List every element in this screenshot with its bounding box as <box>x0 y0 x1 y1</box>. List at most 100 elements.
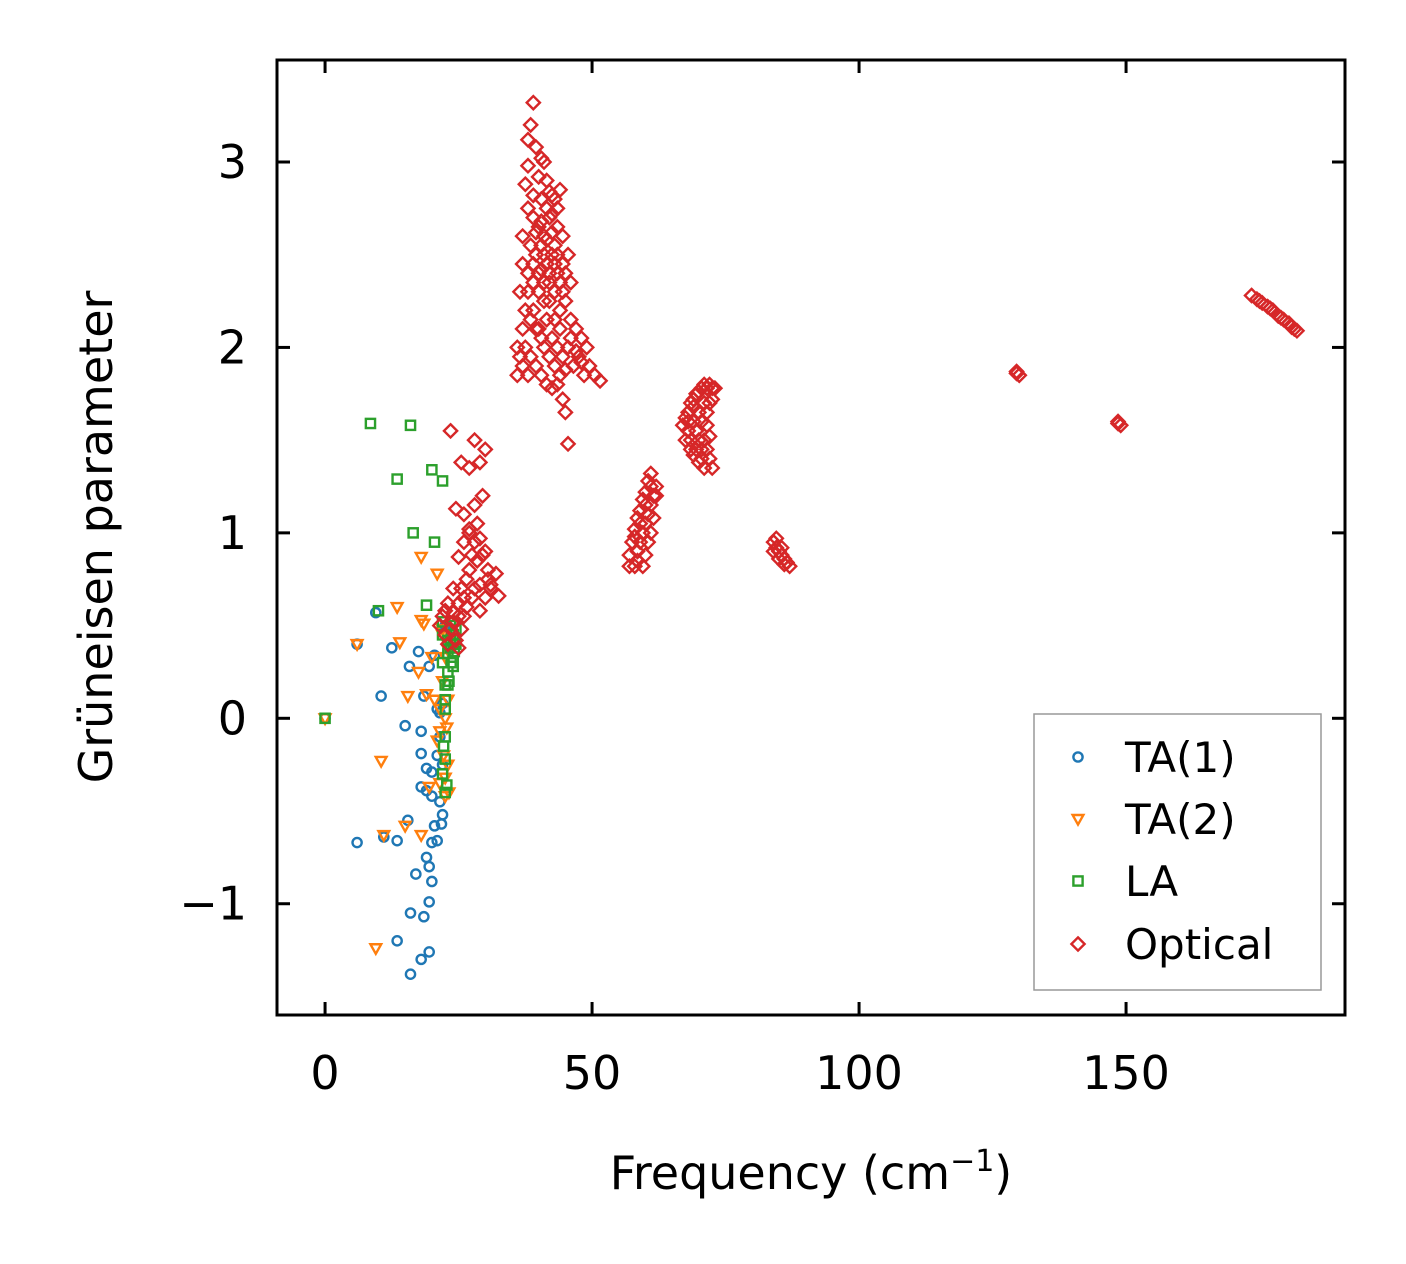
point-optical <box>471 454 489 471</box>
point-optical <box>695 459 713 477</box>
point-ta-1 <box>423 946 435 958</box>
point-optical <box>559 246 577 264</box>
point-ta-1 <box>431 834 444 847</box>
point-optical <box>557 404 574 421</box>
point-optical <box>479 561 497 579</box>
point-optical <box>514 320 531 338</box>
point-la <box>407 527 419 539</box>
legend-marker-ta-1 <box>1072 751 1084 763</box>
data-points <box>317 94 1306 981</box>
point-optical <box>530 320 547 338</box>
point-optical <box>439 595 457 612</box>
point-ta-2 <box>368 943 384 957</box>
point-optical <box>698 417 716 434</box>
point-optical <box>463 546 481 564</box>
point-optical <box>460 459 478 477</box>
point-ta-1 <box>415 953 427 966</box>
point-optical <box>682 441 700 458</box>
point-ta-2 <box>400 690 416 705</box>
point-la <box>439 703 452 715</box>
point-la <box>391 473 403 485</box>
point-optical <box>509 339 526 356</box>
y-tick-label: 1 <box>218 506 247 560</box>
point-ta-1 <box>426 790 438 802</box>
point-ta-1 <box>351 836 363 849</box>
point-optical <box>621 557 638 575</box>
point-optical <box>519 283 537 301</box>
point-optical <box>1261 300 1279 317</box>
point-ta-1 <box>369 606 382 619</box>
point-optical <box>642 478 660 495</box>
point-ta-1 <box>428 820 441 832</box>
point-optical <box>525 187 542 204</box>
point-optical <box>450 548 467 566</box>
point-optical <box>557 361 574 378</box>
point-optical <box>444 613 462 631</box>
point-optical <box>549 376 566 393</box>
point-optical <box>447 500 465 518</box>
point-optical <box>1008 365 1025 382</box>
point-optical <box>535 292 553 310</box>
point-optical <box>1251 292 1268 310</box>
x-tick-label: 100 <box>815 1046 903 1100</box>
point-optical <box>567 342 585 360</box>
point-ta-2 <box>424 651 440 666</box>
point-ta-1 <box>403 660 416 673</box>
point-optical <box>776 556 793 573</box>
point-optical <box>637 496 654 514</box>
point-optical <box>701 394 718 412</box>
point-optical <box>535 339 553 356</box>
point-la <box>404 419 417 432</box>
legend: TA(1) TA(2) LA Optical <box>1033 713 1322 991</box>
point-optical <box>679 413 697 430</box>
point-optical <box>1112 417 1130 434</box>
point-optical <box>514 227 531 245</box>
point-optical <box>1272 309 1290 327</box>
point-optical <box>527 224 545 241</box>
point-optical <box>551 320 569 338</box>
point-optical <box>447 632 465 649</box>
point-optical <box>519 366 537 384</box>
point-optical <box>468 515 486 532</box>
point-ta-1 <box>404 968 417 981</box>
point-optical <box>645 509 662 527</box>
point-ta-2 <box>397 820 413 834</box>
point-ta-2 <box>421 781 437 795</box>
point-ta-2 <box>413 829 429 844</box>
point-ta-1 <box>423 660 435 673</box>
legend-label-optical: Optical <box>1125 920 1273 969</box>
point-optical <box>474 487 491 505</box>
point-optical <box>442 422 459 440</box>
point-optical <box>1288 322 1306 340</box>
point-optical <box>538 172 555 189</box>
y-tick-label: 3 <box>218 135 247 189</box>
point-optical <box>573 353 590 371</box>
point-ta-2 <box>416 618 432 632</box>
legend-label-ta-2: TA(2) <box>1124 795 1236 844</box>
point-ta-1 <box>386 642 398 654</box>
point-optical <box>482 580 499 597</box>
point-optical <box>450 608 467 625</box>
point-optical <box>535 246 553 264</box>
point-ta-1 <box>410 868 422 880</box>
point-optical <box>543 379 561 397</box>
point-optical <box>554 391 571 408</box>
legend-marker-la <box>1072 875 1084 887</box>
point-ta-1 <box>423 860 435 873</box>
point-ta-1 <box>435 818 448 830</box>
point-optical <box>591 372 609 390</box>
point-la <box>436 475 449 487</box>
point-la <box>439 786 452 799</box>
point-optical <box>466 580 483 597</box>
point-optical <box>530 218 547 236</box>
x-tick-label: 150 <box>1082 1046 1170 1100</box>
legend-marker-optical <box>1069 935 1087 953</box>
point-optical <box>535 153 553 171</box>
point-optical <box>519 131 537 149</box>
point-la <box>441 779 453 791</box>
point-optical <box>1283 318 1300 336</box>
y-tick-label: −1 <box>179 877 247 931</box>
point-optical <box>479 570 497 588</box>
point-optical <box>460 524 478 542</box>
